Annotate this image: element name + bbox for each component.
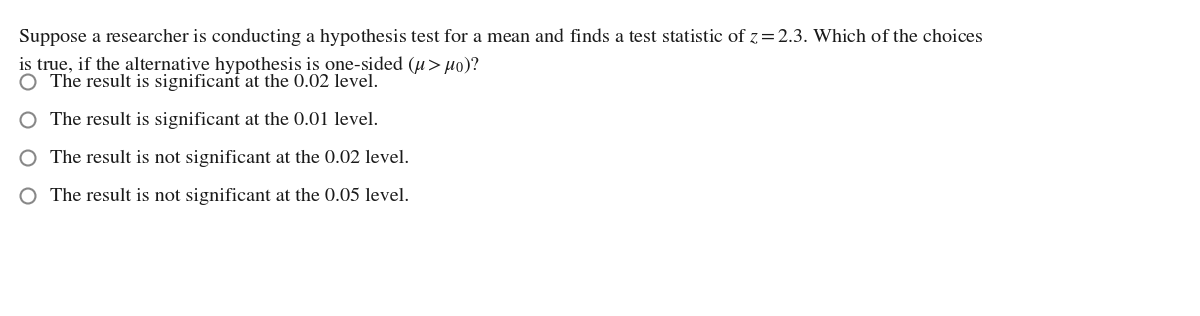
Text: The result is significant at the 0.01 level.: The result is significant at the 0.01 le… bbox=[50, 112, 378, 129]
Text: is true, if the alternative hypothesis is one-sided ($\mu > \mu_0$)?: is true, if the alternative hypothesis i… bbox=[18, 54, 480, 76]
Text: Suppose a researcher is conducting a hypothesis test for a mean and finds a test: Suppose a researcher is conducting a hyp… bbox=[18, 26, 984, 48]
Text: The result is significant at the 0.02 level.: The result is significant at the 0.02 le… bbox=[50, 73, 378, 91]
Text: The result is not significant at the 0.05 level.: The result is not significant at the 0.0… bbox=[50, 187, 409, 205]
Text: The result is not significant at the 0.02 level.: The result is not significant at the 0.0… bbox=[50, 149, 409, 167]
